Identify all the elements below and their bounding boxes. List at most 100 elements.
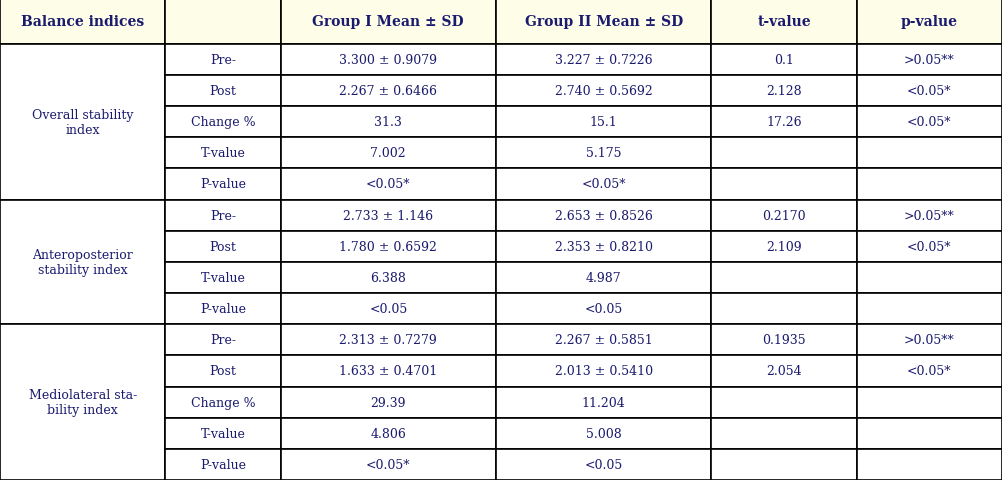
Text: 2.054: 2.054 [767, 365, 802, 378]
Bar [711, 293, 857, 324]
Bar [711, 76, 857, 107]
Text: 3.300 ± 0.9079: 3.300 ± 0.9079 [340, 54, 437, 67]
Bar [281, 169, 496, 200]
Bar [857, 45, 1002, 76]
Text: 5.175: 5.175 [586, 147, 621, 160]
Bar [0, 324, 165, 480]
Bar [165, 418, 281, 449]
Bar [496, 45, 711, 76]
Bar [496, 356, 711, 387]
Bar [711, 45, 857, 76]
Text: 6.388: 6.388 [371, 271, 406, 284]
Bar [496, 76, 711, 107]
Bar [496, 200, 711, 231]
Bar [857, 418, 1002, 449]
Text: 7.002: 7.002 [371, 147, 406, 160]
Text: <0.05: <0.05 [584, 302, 623, 315]
Text: Anteroposterior
stability index: Anteroposterior stability index [32, 248, 133, 276]
Bar [711, 169, 857, 200]
Text: p-value: p-value [901, 15, 958, 29]
Text: Group I Mean ± SD: Group I Mean ± SD [313, 15, 464, 29]
Text: 11.204: 11.204 [582, 396, 625, 409]
Bar [496, 107, 711, 138]
Text: 2.733 ± 1.146: 2.733 ± 1.146 [344, 209, 433, 222]
Bar [857, 231, 1002, 263]
Text: P-value: P-value [200, 458, 245, 471]
Text: <0.05: <0.05 [369, 302, 408, 315]
Text: Pre-: Pre- [210, 334, 235, 347]
Text: <0.05*: <0.05* [366, 458, 411, 471]
Text: t-value: t-value [758, 15, 811, 29]
Bar [711, 356, 857, 387]
Text: <0.05*: <0.05* [907, 116, 952, 129]
Bar [857, 138, 1002, 169]
Bar [711, 418, 857, 449]
Bar [165, 0, 281, 45]
Text: P-value: P-value [200, 302, 245, 315]
Bar [281, 293, 496, 324]
Text: >0.05**: >0.05** [904, 209, 955, 222]
Text: Balance indices: Balance indices [21, 15, 144, 29]
Text: Change %: Change % [190, 396, 256, 409]
Bar [165, 138, 281, 169]
Bar [281, 45, 496, 76]
Bar [857, 107, 1002, 138]
Bar [496, 138, 711, 169]
Text: 0.1: 0.1 [775, 54, 794, 67]
Text: T-value: T-value [200, 147, 245, 160]
Text: <0.05*: <0.05* [907, 85, 952, 98]
Bar [711, 0, 857, 45]
Bar [281, 231, 496, 263]
Bar [0, 45, 165, 200]
Text: 1.633 ± 0.4701: 1.633 ± 0.4701 [339, 365, 438, 378]
Text: 2.267 ± 0.5851: 2.267 ± 0.5851 [555, 334, 652, 347]
Bar [857, 263, 1002, 293]
Bar [711, 231, 857, 263]
Text: 2.128: 2.128 [767, 85, 802, 98]
Bar [711, 200, 857, 231]
Bar [281, 263, 496, 293]
Text: 3.227 ± 0.7226: 3.227 ± 0.7226 [555, 54, 652, 67]
Bar [281, 76, 496, 107]
Text: 2.267 ± 0.6466: 2.267 ± 0.6466 [340, 85, 437, 98]
Text: Group II Mean ± SD: Group II Mean ± SD [525, 15, 682, 29]
Text: T-value: T-value [200, 427, 245, 440]
Text: Pre-: Pre- [210, 209, 235, 222]
Bar [496, 263, 711, 293]
Bar [496, 324, 711, 356]
Bar [165, 293, 281, 324]
Text: T-value: T-value [200, 271, 245, 284]
Text: <0.05*: <0.05* [366, 178, 411, 191]
Text: Post: Post [209, 240, 236, 253]
Bar [281, 0, 496, 45]
Bar [857, 324, 1002, 356]
Bar [496, 0, 711, 45]
Bar [857, 76, 1002, 107]
Bar [165, 107, 281, 138]
Text: <0.05*: <0.05* [581, 178, 626, 191]
Text: >0.05**: >0.05** [904, 334, 955, 347]
Bar [496, 387, 711, 418]
Bar [496, 449, 711, 480]
Bar [281, 418, 496, 449]
Text: 1.780 ± 0.6592: 1.780 ± 0.6592 [340, 240, 437, 253]
Text: >0.05**: >0.05** [904, 54, 955, 67]
Bar [281, 449, 496, 480]
Bar [165, 449, 281, 480]
Bar [281, 138, 496, 169]
Bar [281, 107, 496, 138]
Bar [857, 0, 1002, 45]
Text: <0.05: <0.05 [584, 458, 623, 471]
Bar [281, 200, 496, 231]
Text: 2.740 ± 0.5692: 2.740 ± 0.5692 [555, 85, 652, 98]
Bar [711, 138, 857, 169]
Text: P-value: P-value [200, 178, 245, 191]
Bar [165, 231, 281, 263]
Bar [857, 387, 1002, 418]
Bar [165, 200, 281, 231]
Bar [165, 263, 281, 293]
Bar [857, 293, 1002, 324]
Text: 4.806: 4.806 [371, 427, 406, 440]
Bar [711, 324, 857, 356]
Text: 29.39: 29.39 [371, 396, 406, 409]
